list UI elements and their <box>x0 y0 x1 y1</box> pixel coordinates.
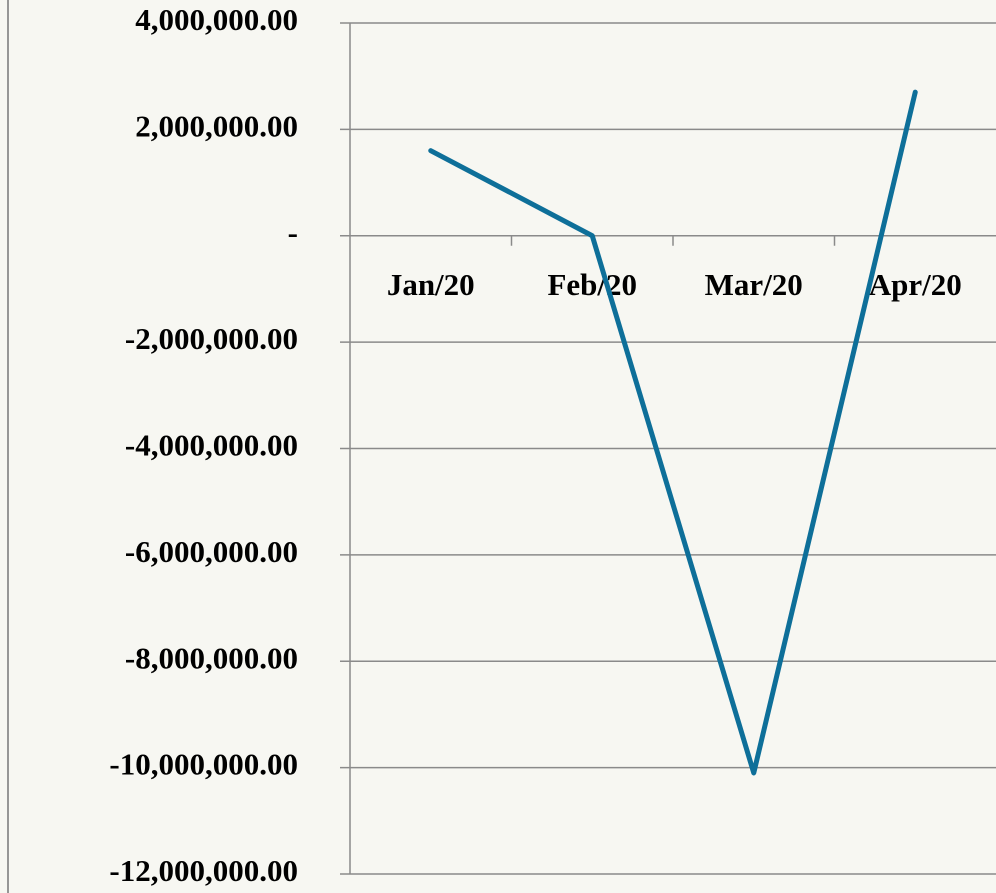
y-tick-label: -6,000,000.00 <box>125 534 298 569</box>
y-tick-label: -8,000,000.00 <box>125 640 298 675</box>
y-tick-label: - <box>288 215 298 250</box>
y-tick-label: -2,000,000.00 <box>125 321 298 356</box>
y-tick-label: 2,000,000.00 <box>135 108 298 143</box>
line-series <box>428 89 918 776</box>
y-tick-label: -4,000,000.00 <box>125 428 298 463</box>
x-tick-label: Feb/20 <box>547 267 637 302</box>
x-tick-label: Jan/20 <box>387 267 475 302</box>
x-tick-label: Apr/20 <box>869 267 962 302</box>
y-tick-label: -10,000,000.00 <box>109 747 298 782</box>
x-tick-label: Mar/20 <box>705 267 803 302</box>
y-tick-label: 4,000,000.00 <box>135 2 298 37</box>
y-tick-label: -12,000,000.00 <box>109 853 298 888</box>
